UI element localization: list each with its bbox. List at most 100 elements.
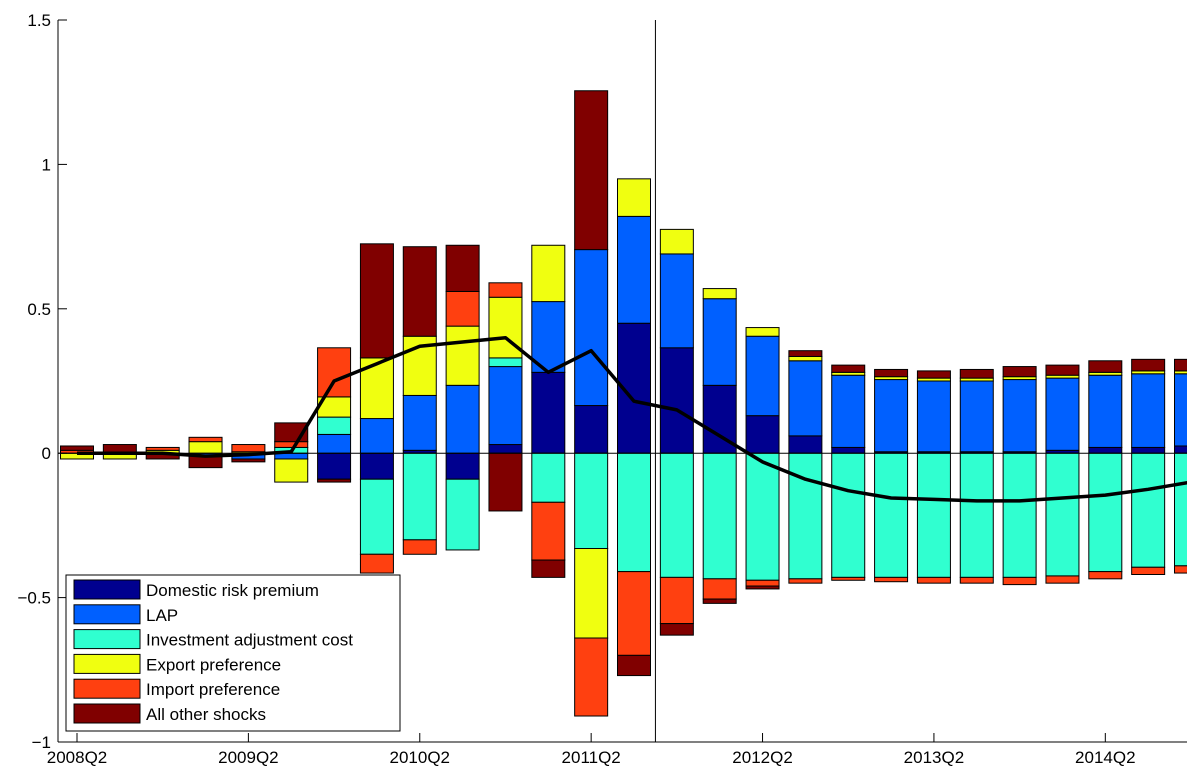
bar-2010Q2-series-2 xyxy=(402,452,437,541)
bar-2014Q4-series-5 xyxy=(1174,358,1187,372)
bar-2014Q3-series-4 xyxy=(1131,566,1166,575)
bar-2011Q2-series-0 xyxy=(574,405,609,454)
bar-2011Q4-series-3 xyxy=(659,228,694,255)
bar-2010Q4-series-5 xyxy=(488,452,523,512)
bar-2011Q4-series-5 xyxy=(659,623,694,636)
legend-label-0: Domestic risk premium xyxy=(146,581,319,600)
bar-2014Q4-series-4 xyxy=(1174,565,1187,574)
bar-2011Q1-series-0 xyxy=(531,371,566,454)
bar-2009Q2-series-5 xyxy=(231,458,266,463)
bar-2012Q1-series-2 xyxy=(702,452,737,580)
bar-2011Q4-series-4 xyxy=(659,576,694,625)
bar-2014Q3-series-0 xyxy=(1131,446,1166,454)
bar-2009Q4-series-2 xyxy=(317,416,352,435)
x-tick-label: 2014Q2 xyxy=(1075,748,1136,767)
legend-swatch-1 xyxy=(73,604,141,625)
bar-2011Q3-series-4 xyxy=(617,571,652,656)
bar-2010Q3-series-2 xyxy=(445,478,480,551)
bar-2012Q2-series-3 xyxy=(745,327,780,337)
bar-2010Q1-series-4 xyxy=(359,553,394,574)
bar-2011Q3-series-5 xyxy=(617,654,652,677)
bar-2010Q2-series-5 xyxy=(402,246,437,337)
bar-2011Q2-series-5 xyxy=(574,90,609,251)
axes-layer: −1 −0.5 0 0.5 1 1.5 2008Q2 2009Q2 2010Q2 2011Q2 20… xyxy=(17,11,1187,767)
bar-2012Q1-series-5 xyxy=(702,598,737,604)
bar-2011Q1-series-4 xyxy=(531,501,566,561)
bar-2010Q3-series-5 xyxy=(445,244,480,292)
bar-2011Q4-series-2 xyxy=(659,452,694,578)
bar-2014Q1-series-2 xyxy=(1045,452,1080,577)
bar-2011Q1-series-3 xyxy=(531,244,566,303)
bar-2013Q2-series-4 xyxy=(916,576,951,584)
bar-2012Q3-series-0 xyxy=(788,435,823,454)
bar-2010Q3-series-3 xyxy=(445,325,480,386)
bar-2009Q3-series-3 xyxy=(274,458,309,483)
bar-2009Q4-series-5 xyxy=(317,478,352,483)
bar-2010Q1-series-0 xyxy=(359,452,394,480)
bar-2014Q3-series-5 xyxy=(1131,358,1166,372)
bar-2010Q4-series-1 xyxy=(488,366,523,446)
bar-2012Q1-series-1 xyxy=(702,298,737,386)
bar-2010Q2-series-4 xyxy=(402,539,437,555)
bar-2014Q4-series-1 xyxy=(1174,373,1187,447)
legend-swatch-5 xyxy=(73,703,141,724)
bar-2014Q2-series-5 xyxy=(1088,360,1123,373)
bar-2010Q1-series-2 xyxy=(359,478,394,555)
line-layer xyxy=(77,335,1187,503)
bar-2010Q1-series-1 xyxy=(359,418,394,454)
bar-2014Q2-series-4 xyxy=(1088,571,1123,580)
bar-2014Q1-series-4 xyxy=(1045,575,1080,584)
x-tick-label: 2010Q2 xyxy=(390,748,451,767)
bar-2010Q3-series-1 xyxy=(445,384,480,454)
bar-2010Q4-series-4 xyxy=(488,282,523,298)
bar-2014Q4-series-3 xyxy=(1174,370,1187,375)
bar-2014Q2-series-1 xyxy=(1088,374,1123,448)
bar-2012Q2-series-4 xyxy=(745,579,780,587)
bar-2010Q3-series-4 xyxy=(445,290,480,327)
bar-2012Q4-series-2 xyxy=(831,452,866,578)
bar-2011Q4-series-0 xyxy=(659,347,694,454)
bar-2011Q4-series-1 xyxy=(659,253,694,349)
legend-label-4: Import preference xyxy=(146,680,280,699)
bar-2014Q2-series-2 xyxy=(1088,452,1123,573)
bar-2011Q2-series-3 xyxy=(574,548,609,639)
bar-2013Q3-series-2 xyxy=(959,452,994,578)
bar-2014Q4-series-0 xyxy=(1174,445,1187,454)
legend-label-1: LAP xyxy=(146,606,178,625)
bar-2011Q3-series-2 xyxy=(617,452,652,573)
bar-2012Q3-series-1 xyxy=(788,360,823,437)
bar-2013Q3-series-1 xyxy=(959,380,994,453)
bar-2011Q2-series-2 xyxy=(574,452,609,550)
legend: Domestic risk premium LAP Investment adjus… xyxy=(65,574,401,732)
bar-2011Q1-series-5 xyxy=(531,559,566,578)
bar-2011Q1-series-2 xyxy=(531,452,566,503)
bar-2014Q3-series-1 xyxy=(1131,373,1166,448)
bar-2013Q4-series-5 xyxy=(1002,366,1037,378)
bar-2012Q4-series-1 xyxy=(831,374,866,448)
bar-2008Q2-series-5 xyxy=(60,445,94,451)
legend-swatch-3 xyxy=(73,653,141,674)
bar-2013Q4-series-2 xyxy=(1002,452,1037,578)
bar-2013Q2-series-1 xyxy=(916,380,951,453)
bar-2012Q2-series-0 xyxy=(745,415,780,454)
bar-2014Q1-series-1 xyxy=(1045,377,1080,451)
bar-2009Q4-series-4 xyxy=(317,347,352,398)
bar-2011Q1-series-1 xyxy=(531,301,566,373)
bar-2011Q3-series-3 xyxy=(617,178,652,217)
bar-2010Q3-series-0 xyxy=(445,452,480,480)
bar-2012Q3-series-4 xyxy=(788,578,823,584)
y-tick-label: 1 xyxy=(42,155,51,174)
legend-swatch-4 xyxy=(73,678,141,699)
x-tick-label: 2009Q2 xyxy=(218,748,279,767)
x-tick-label: 2008Q2 xyxy=(47,748,108,767)
bar-2010Q1-series-5 xyxy=(359,243,394,359)
bar-2009Q1-series-3 xyxy=(188,441,223,454)
bar-2013Q2-series-5 xyxy=(916,370,951,379)
bar-2012Q4-series-5 xyxy=(831,364,866,373)
y-tick-label: −1 xyxy=(32,733,51,752)
bar-2009Q4-series-1 xyxy=(317,433,352,454)
bar-2012Q1-series-3 xyxy=(702,288,737,300)
legend-label-5: All other shocks xyxy=(146,705,266,724)
bar-2011Q2-series-4 xyxy=(574,637,609,717)
bar-2014Q3-series-2 xyxy=(1131,452,1166,568)
